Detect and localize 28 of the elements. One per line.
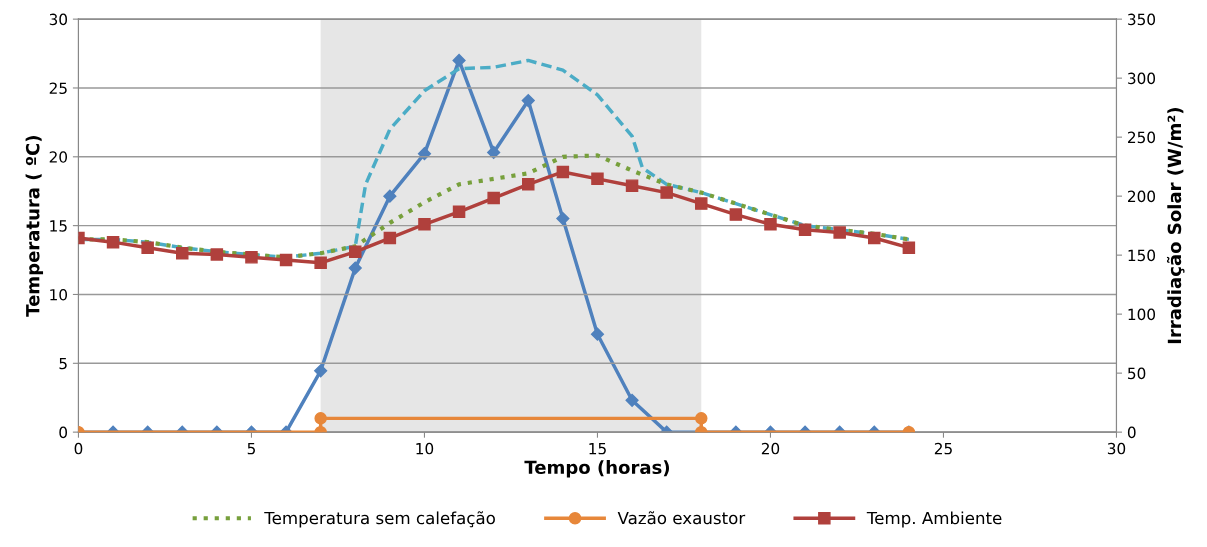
- legend-label: Temp. Ambiente: [866, 511, 1002, 528]
- y2-tick-label: 100: [1128, 308, 1156, 321]
- legend-label: Vazão exaustor: [617, 511, 746, 525]
- y-tick-label: 15: [50, 220, 67, 232]
- x-axis-title: Tempo (horas): [524, 460, 670, 478]
- y-tick-label: 10: [50, 288, 68, 301]
- y2-axis-title: Irradiação Solar (W/m²): [1166, 108, 1185, 344]
- y-axis-title: Temperatura ( ºC): [25, 136, 44, 317]
- y-tick-label: 0: [59, 426, 68, 439]
- y-tick-label: 30: [49, 13, 68, 26]
- y2-tick-label: 150: [1128, 249, 1156, 262]
- y2-tick-label: 300: [1128, 72, 1156, 85]
- y2-tick-label: 0: [1127, 426, 1136, 439]
- y2-tick-label: 250: [1128, 131, 1156, 144]
- x-tick-label: 30: [1107, 442, 1126, 455]
- x-tick-label: 15: [589, 443, 606, 455]
- x-tick-label: 0: [74, 442, 83, 455]
- x-tick-label: 10: [416, 442, 434, 455]
- y2-tick-label: 50: [1128, 367, 1146, 380]
- legend-label: Temperatura sem calefação: [264, 511, 495, 528]
- y2-tick-label: 200: [1128, 190, 1156, 203]
- y-tick-label: 5: [59, 357, 67, 370]
- x-tick-label: 25: [934, 442, 952, 455]
- y2-tick-label: 350: [1128, 13, 1156, 26]
- y-tick-label: 20: [49, 151, 68, 163]
- x-tick-label: 5: [247, 443, 255, 455]
- y-tick-label: 25: [49, 82, 67, 94]
- x-tick-label: 20: [761, 442, 780, 455]
